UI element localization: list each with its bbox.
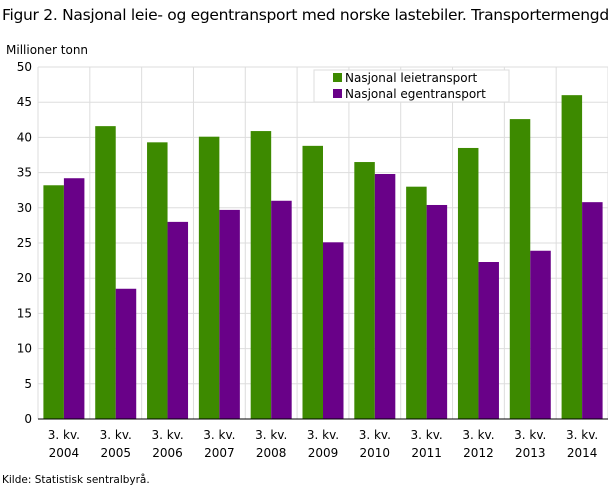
legend-label: Nasjonal egentransport bbox=[345, 87, 486, 101]
y-tick-label: 0 bbox=[24, 412, 32, 426]
x-tick-label: 2005 bbox=[100, 446, 131, 460]
x-tick-label: 3. kv. bbox=[411, 428, 443, 442]
bar-egentransport bbox=[271, 200, 292, 419]
y-axis-label: Millioner tonn bbox=[6, 43, 89, 57]
bar-leietransport bbox=[561, 95, 583, 419]
legend-swatch bbox=[333, 89, 342, 98]
x-tick-label: 3. kv. bbox=[359, 428, 391, 442]
bar-leietransport bbox=[406, 186, 427, 419]
x-tick-label: 3. kv. bbox=[48, 428, 80, 442]
y-tick-label: 35 bbox=[17, 166, 32, 180]
x-tick-label: 3. kv. bbox=[566, 428, 598, 442]
x-tick-label: 3. kv. bbox=[203, 428, 235, 442]
source-note: Kilde: Statistisk sentralbyrå. bbox=[2, 474, 150, 486]
y-tick-label: 25 bbox=[17, 236, 32, 250]
bar-leietransport bbox=[509, 119, 531, 419]
y-tick-label: 40 bbox=[17, 130, 32, 144]
y-tick-label: 15 bbox=[17, 306, 32, 320]
x-tick-label: 2013 bbox=[515, 446, 546, 460]
bar-egentransport bbox=[219, 209, 240, 419]
legend-swatch bbox=[333, 73, 342, 82]
bar-leietransport bbox=[43, 185, 64, 419]
y-tick-label: 5 bbox=[24, 377, 32, 391]
bar-leietransport bbox=[457, 147, 479, 419]
bar-leietransport bbox=[250, 131, 272, 419]
bar-egentransport bbox=[426, 204, 448, 419]
bar-egentransport bbox=[374, 174, 396, 419]
y-tick-label: 30 bbox=[17, 201, 32, 215]
x-tick-label: 2012 bbox=[463, 446, 494, 460]
x-tick-label: 2008 bbox=[256, 446, 287, 460]
x-tick-label: 2010 bbox=[360, 446, 391, 460]
bar-egentransport bbox=[63, 178, 85, 419]
x-tick-label: 2004 bbox=[49, 446, 80, 460]
x-tick-label: 3. kv. bbox=[255, 428, 287, 442]
x-tick-label: 2006 bbox=[152, 446, 183, 460]
x-tick-label: 2007 bbox=[204, 446, 235, 460]
legend-label: Nasjonal leietransport bbox=[345, 71, 478, 85]
bar-leietransport bbox=[198, 136, 220, 420]
bar-egentransport bbox=[115, 288, 137, 419]
bar-leietransport bbox=[354, 162, 375, 420]
bar-egentransport bbox=[478, 262, 499, 419]
y-tick-label: 45 bbox=[17, 95, 32, 109]
legend-box bbox=[313, 69, 510, 103]
y-tick-label: 10 bbox=[17, 342, 32, 356]
bar-egentransport bbox=[582, 202, 603, 419]
x-tick-label: 3. kv. bbox=[514, 428, 546, 442]
x-tick-label: 3. kv. bbox=[151, 428, 183, 442]
bar-egentransport bbox=[167, 221, 189, 419]
bar-leietransport bbox=[147, 142, 168, 419]
x-tick-label: 2011 bbox=[411, 446, 442, 460]
x-tick-label: 2014 bbox=[567, 446, 598, 460]
chart-title: Figur 2. Nasjonal leie- og egentransport… bbox=[2, 6, 608, 24]
x-tick-label: 2009 bbox=[308, 446, 339, 460]
bar-egentransport bbox=[323, 242, 344, 419]
x-tick-label: 3. kv. bbox=[100, 428, 132, 442]
y-tick-label: 50 bbox=[17, 60, 32, 74]
x-tick-label: 3. kv. bbox=[307, 428, 339, 442]
bar-egentransport bbox=[530, 250, 551, 419]
x-tick-label: 3. kv. bbox=[462, 428, 494, 442]
bar-leietransport bbox=[302, 145, 323, 419]
bar-leietransport bbox=[95, 126, 116, 420]
y-tick-label: 20 bbox=[17, 271, 32, 285]
